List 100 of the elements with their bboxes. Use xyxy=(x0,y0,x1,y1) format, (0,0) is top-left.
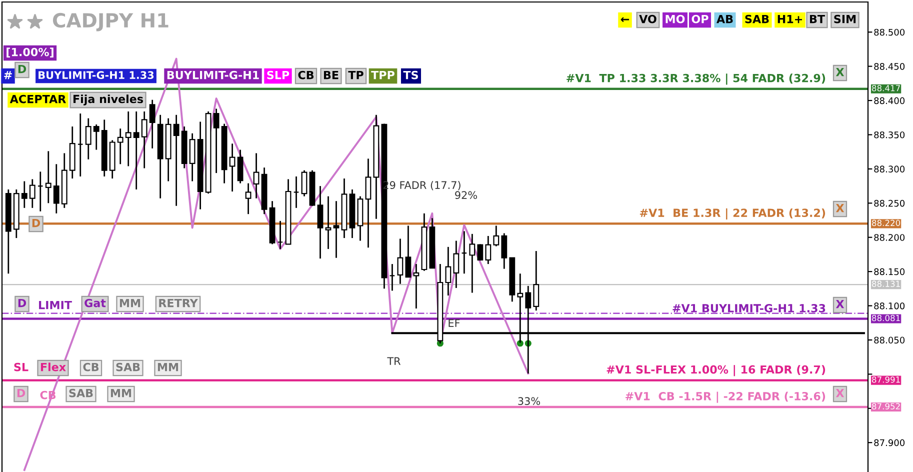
y-tick-label: 88.500 xyxy=(874,28,905,36)
annotation: Flex xyxy=(40,362,66,372)
annotation: 92% xyxy=(455,191,477,200)
candlestick xyxy=(133,110,140,190)
annotation: TPP xyxy=(371,70,394,80)
y-tick-label: 88.450 xyxy=(874,63,905,70)
annotation: SL xyxy=(14,362,28,372)
annotation: MM xyxy=(120,298,140,308)
annotation: MM xyxy=(110,388,132,398)
annotation: 88.220 xyxy=(872,220,900,226)
candlestick xyxy=(229,142,236,192)
candlestick xyxy=(77,112,84,178)
candlestick xyxy=(477,243,484,262)
candlestick xyxy=(445,246,452,296)
candlestick xyxy=(413,263,420,310)
annotation: 88.081 xyxy=(872,314,900,322)
annotation: X xyxy=(836,388,844,398)
annotation: 88.417 xyxy=(872,85,900,92)
candlestick xyxy=(469,233,476,294)
candlestick xyxy=(333,200,340,259)
annotation: CB xyxy=(83,362,99,372)
annotation: AB xyxy=(716,14,733,24)
candlestick xyxy=(85,118,92,160)
annotation: SAB xyxy=(116,362,140,372)
annotation: [1.00%] xyxy=(6,48,54,58)
annotation: VO xyxy=(639,14,656,24)
annotation: 88.131 xyxy=(872,280,900,287)
candlestick xyxy=(173,114,180,207)
annotation: ← xyxy=(620,17,630,22)
ref-line-label: #V1 TP 1.33 3.3R 3.38% | 54 FADR (32.9) xyxy=(566,74,826,85)
annotation: BT xyxy=(810,14,825,24)
ref-line-label: #V1 SL-FLEX 1.00% | 16 FADR (9.7) xyxy=(606,365,826,376)
candlestick xyxy=(149,99,156,150)
candlestick xyxy=(293,176,300,209)
annotation: TP xyxy=(348,70,364,80)
y-tick-label: 88.050 xyxy=(874,336,905,344)
annotation: Fija niveles xyxy=(74,94,143,106)
candlestick xyxy=(21,180,28,209)
annotation: 33% xyxy=(518,397,540,406)
annotation: D xyxy=(18,64,26,74)
annotation: MM xyxy=(158,362,178,372)
candlestick xyxy=(237,149,244,184)
annotation: X xyxy=(836,300,844,308)
annotation: BUYLIMIT-G-H1 xyxy=(167,70,259,80)
y-tick-label: 88.200 xyxy=(874,234,905,241)
annotation: TS xyxy=(403,70,418,80)
candlestick xyxy=(29,178,36,209)
ref-line-label: #V1 CB -1.5R | -22 FADR (-13.6) xyxy=(626,392,826,403)
annotation: D xyxy=(32,218,40,228)
ref-line-label: #V1 BE 1.3R | 22 FADR (13.2) xyxy=(640,208,826,220)
candlestick xyxy=(325,196,332,250)
candlestick xyxy=(365,158,372,248)
annotation: BE xyxy=(324,70,338,80)
text: CADJPY H1 xyxy=(52,12,168,32)
candlestick xyxy=(93,124,100,150)
candlestick xyxy=(397,238,404,285)
y-tick-label: 88.400 xyxy=(874,97,905,104)
y-tick-label: 88.300 xyxy=(874,166,905,172)
candlestick xyxy=(277,220,284,250)
annotation: CB xyxy=(298,70,314,80)
annotation: LIMIT xyxy=(39,300,72,310)
annotation: Gat xyxy=(84,298,106,308)
annotation: 87.991 xyxy=(872,376,900,383)
ref-line-label: #V1 BUYLIMIT-G-H1 1.33 xyxy=(672,304,826,312)
y-tick-label: 88.350 xyxy=(874,131,905,138)
candlestick xyxy=(37,170,44,212)
candlestick xyxy=(405,225,412,278)
annotation: X xyxy=(836,204,844,212)
annotation: ACEPTAR xyxy=(10,94,66,104)
annotation: D xyxy=(17,388,26,398)
candlestick xyxy=(533,250,540,312)
annotation: SAB xyxy=(69,388,93,398)
candlestick xyxy=(117,128,124,165)
annotation: SAB xyxy=(745,14,769,24)
y-tick-label: 87.900 xyxy=(874,439,905,446)
y-tick-label: 88.150 xyxy=(874,268,905,276)
annotation: SLP xyxy=(267,70,290,80)
candlestick xyxy=(485,235,492,265)
candlestick xyxy=(253,152,260,200)
candlestick xyxy=(245,182,252,215)
candlestick xyxy=(125,110,132,167)
annotation: OP xyxy=(692,14,708,24)
candlestick xyxy=(189,132,196,182)
candlestick xyxy=(461,230,468,274)
candlestick xyxy=(389,263,396,292)
annotation: MO xyxy=(666,14,685,24)
y-tick-label: 88.100 xyxy=(874,302,905,310)
annotation: # xyxy=(4,71,12,80)
candlestick xyxy=(301,170,308,197)
candlestick xyxy=(45,150,52,204)
annotation: RETRY xyxy=(159,298,198,308)
annotation: EF xyxy=(448,319,460,327)
candlestick xyxy=(141,110,148,169)
annotation: TR xyxy=(387,357,400,365)
y-tick-label: 88.250 xyxy=(874,200,905,207)
candlestick xyxy=(213,108,220,174)
candlestick xyxy=(53,163,60,214)
candlestick xyxy=(317,185,324,260)
candlestick xyxy=(453,240,460,289)
annotation: 87.952 xyxy=(872,403,900,410)
